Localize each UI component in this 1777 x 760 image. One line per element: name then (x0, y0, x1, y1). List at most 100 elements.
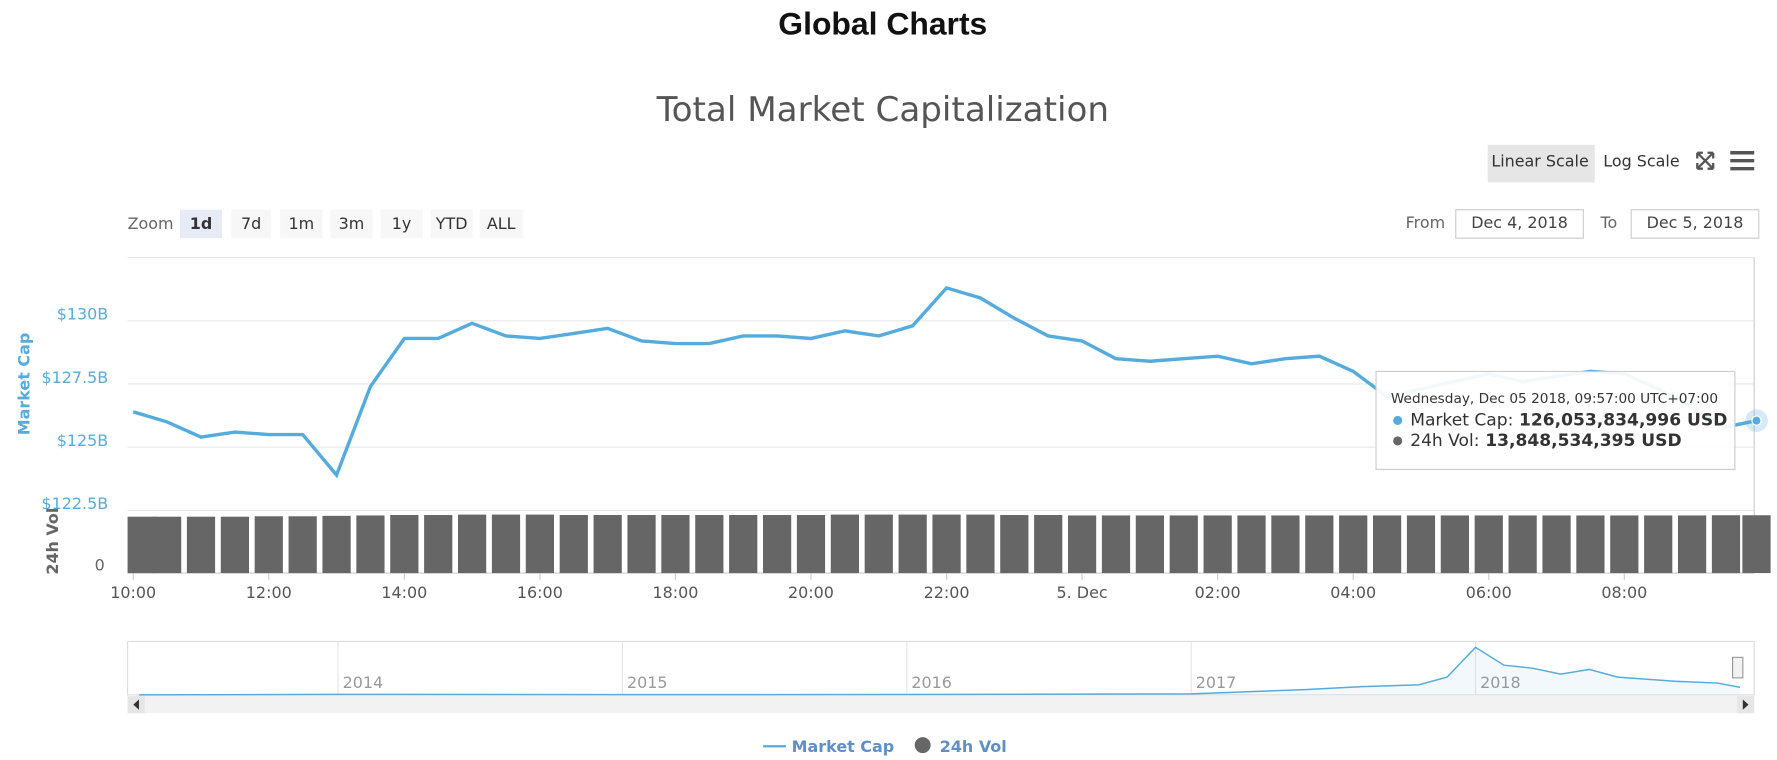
scrollbar[interactable] (127, 696, 1755, 714)
zoom-button-label[interactable]: 1d (190, 214, 213, 233)
x-tick-label: 02:00 (1195, 583, 1241, 602)
zoom-button[interactable] (280, 209, 323, 239)
volume-bar (830, 514, 859, 574)
arrow-right (1742, 699, 1749, 710)
volume-bar (762, 515, 792, 574)
y-tick-label: $122.5B (42, 494, 109, 513)
volume-bar (1372, 515, 1402, 574)
navigator-tick-label: 2015 (627, 673, 668, 692)
navigator-handle[interactable] (1732, 656, 1744, 679)
x-tick-label: 16:00 (517, 583, 563, 602)
volume-bar (424, 515, 453, 574)
y-tick-label: $127.5B (42, 368, 109, 387)
y2-axis-label: 24h Vol (43, 508, 62, 575)
navigator-tick-label: 2018 (1480, 673, 1521, 692)
tooltip-item: 24h Vol: 13,848,534,395 USD (1410, 431, 1681, 451)
zoom-button-label[interactable]: YTD (435, 214, 468, 233)
zoom-button[interactable] (231, 209, 272, 239)
navigator-tick-label: 2016 (911, 673, 952, 692)
zoom-button[interactable] (330, 209, 373, 239)
x-tick-label: 14:00 (381, 583, 427, 602)
hover-point (1751, 415, 1762, 426)
tooltip-value: 126,053,834,996 USD (1519, 410, 1727, 430)
arrow-left (133, 699, 139, 710)
volume-bar (1644, 515, 1673, 574)
fullscreen-icon[interactable] (1696, 151, 1715, 170)
log-scale-label[interactable]: Log Scale (1603, 151, 1679, 170)
y-tick-label: $125B (57, 431, 109, 450)
volume-bar (932, 514, 961, 574)
zoom-button[interactable] (179, 209, 223, 239)
tooltip-item: Market Cap: 126,053,834,996 USD (1410, 410, 1727, 430)
legend-label[interactable]: 24h Vol (940, 737, 1007, 756)
to-input[interactable] (1630, 209, 1760, 239)
volume-bar (1067, 515, 1097, 574)
volume-bar (1474, 515, 1503, 574)
menu-icon[interactable] (1730, 151, 1755, 171)
x-tick-label: 20:00 (788, 583, 834, 602)
zoom-button[interactable] (430, 209, 473, 239)
volume-bar (127, 516, 156, 574)
volume-bar (1101, 515, 1131, 574)
y2-tick-label: 0 (95, 556, 105, 575)
volume-bar (390, 515, 419, 574)
volume-bar (1610, 515, 1639, 574)
volume-bar (186, 516, 216, 574)
volume-bar (288, 516, 317, 574)
volume-bar (695, 515, 724, 574)
volume-bar (627, 515, 656, 574)
to-label: To (1599, 213, 1617, 232)
x-tick-label: 04:00 (1330, 583, 1376, 602)
x-tick-label: 5. Dec (1057, 583, 1108, 602)
from-input[interactable] (1455, 209, 1584, 239)
volume-bar (254, 516, 283, 574)
zoom-button[interactable] (380, 209, 423, 239)
volume-bar (1542, 515, 1571, 574)
volume-bar (220, 516, 250, 574)
volume-bar (1203, 515, 1232, 574)
zoom-button-label[interactable]: ALL (487, 214, 516, 233)
volume-bar (1135, 515, 1164, 574)
navigator[interactable] (127, 640, 1755, 696)
volume-bar (1000, 515, 1029, 574)
linear-scale-label[interactable]: Linear Scale (1491, 151, 1588, 170)
navigator-line (138, 646, 1741, 696)
x-tick-label: 12:00 (246, 583, 292, 602)
from-value[interactable]: Dec 4, 2018 (1471, 213, 1568, 232)
zoom-button-label[interactable]: 7d (241, 214, 261, 233)
volume-bar (559, 515, 588, 574)
volume-bar (1576, 515, 1605, 574)
to-value[interactable]: Dec 5, 2018 (1647, 213, 1744, 232)
tooltip-marker (1393, 415, 1403, 425)
zoom-button-label[interactable]: 1y (392, 214, 412, 233)
volume-bar (1305, 515, 1334, 574)
x-tick-label: 10:00 (110, 583, 156, 602)
volume-bar (1271, 515, 1300, 574)
zoom-button-label[interactable]: 1m (288, 214, 314, 233)
volume-bar (1034, 515, 1063, 574)
tooltip-marker (1393, 436, 1403, 446)
page-title: Global Charts (778, 6, 987, 42)
volume-bar (1339, 515, 1368, 574)
volume-bar (593, 515, 622, 574)
y-axis-label: Market Cap (15, 333, 34, 435)
tooltip-title: Wednesday, Dec 05 2018, 09:57:00 UTC+07:… (1391, 391, 1718, 407)
chart-title: Total Market Capitalization (656, 90, 1109, 130)
navigator-tick-label: 2017 (1196, 673, 1237, 692)
zoom-button[interactable] (479, 209, 523, 239)
zoom-label: Zoom (128, 214, 174, 233)
volume-bar (796, 515, 826, 574)
legend-label[interactable]: Market Cap (792, 737, 894, 756)
navigator-tick-label: 2014 (343, 673, 384, 692)
volume-bar (966, 514, 995, 574)
volume-bar (1677, 515, 1707, 574)
volume-bar (322, 515, 351, 574)
legend-marker (914, 737, 931, 754)
volume-bar (1440, 515, 1469, 574)
zoom-button-label[interactable]: 3m (339, 214, 365, 233)
volume-bar (491, 514, 521, 574)
y-tick-label: $130B (57, 305, 109, 324)
volume-bar (153, 516, 182, 574)
linear-scale-button[interactable] (1487, 144, 1595, 183)
